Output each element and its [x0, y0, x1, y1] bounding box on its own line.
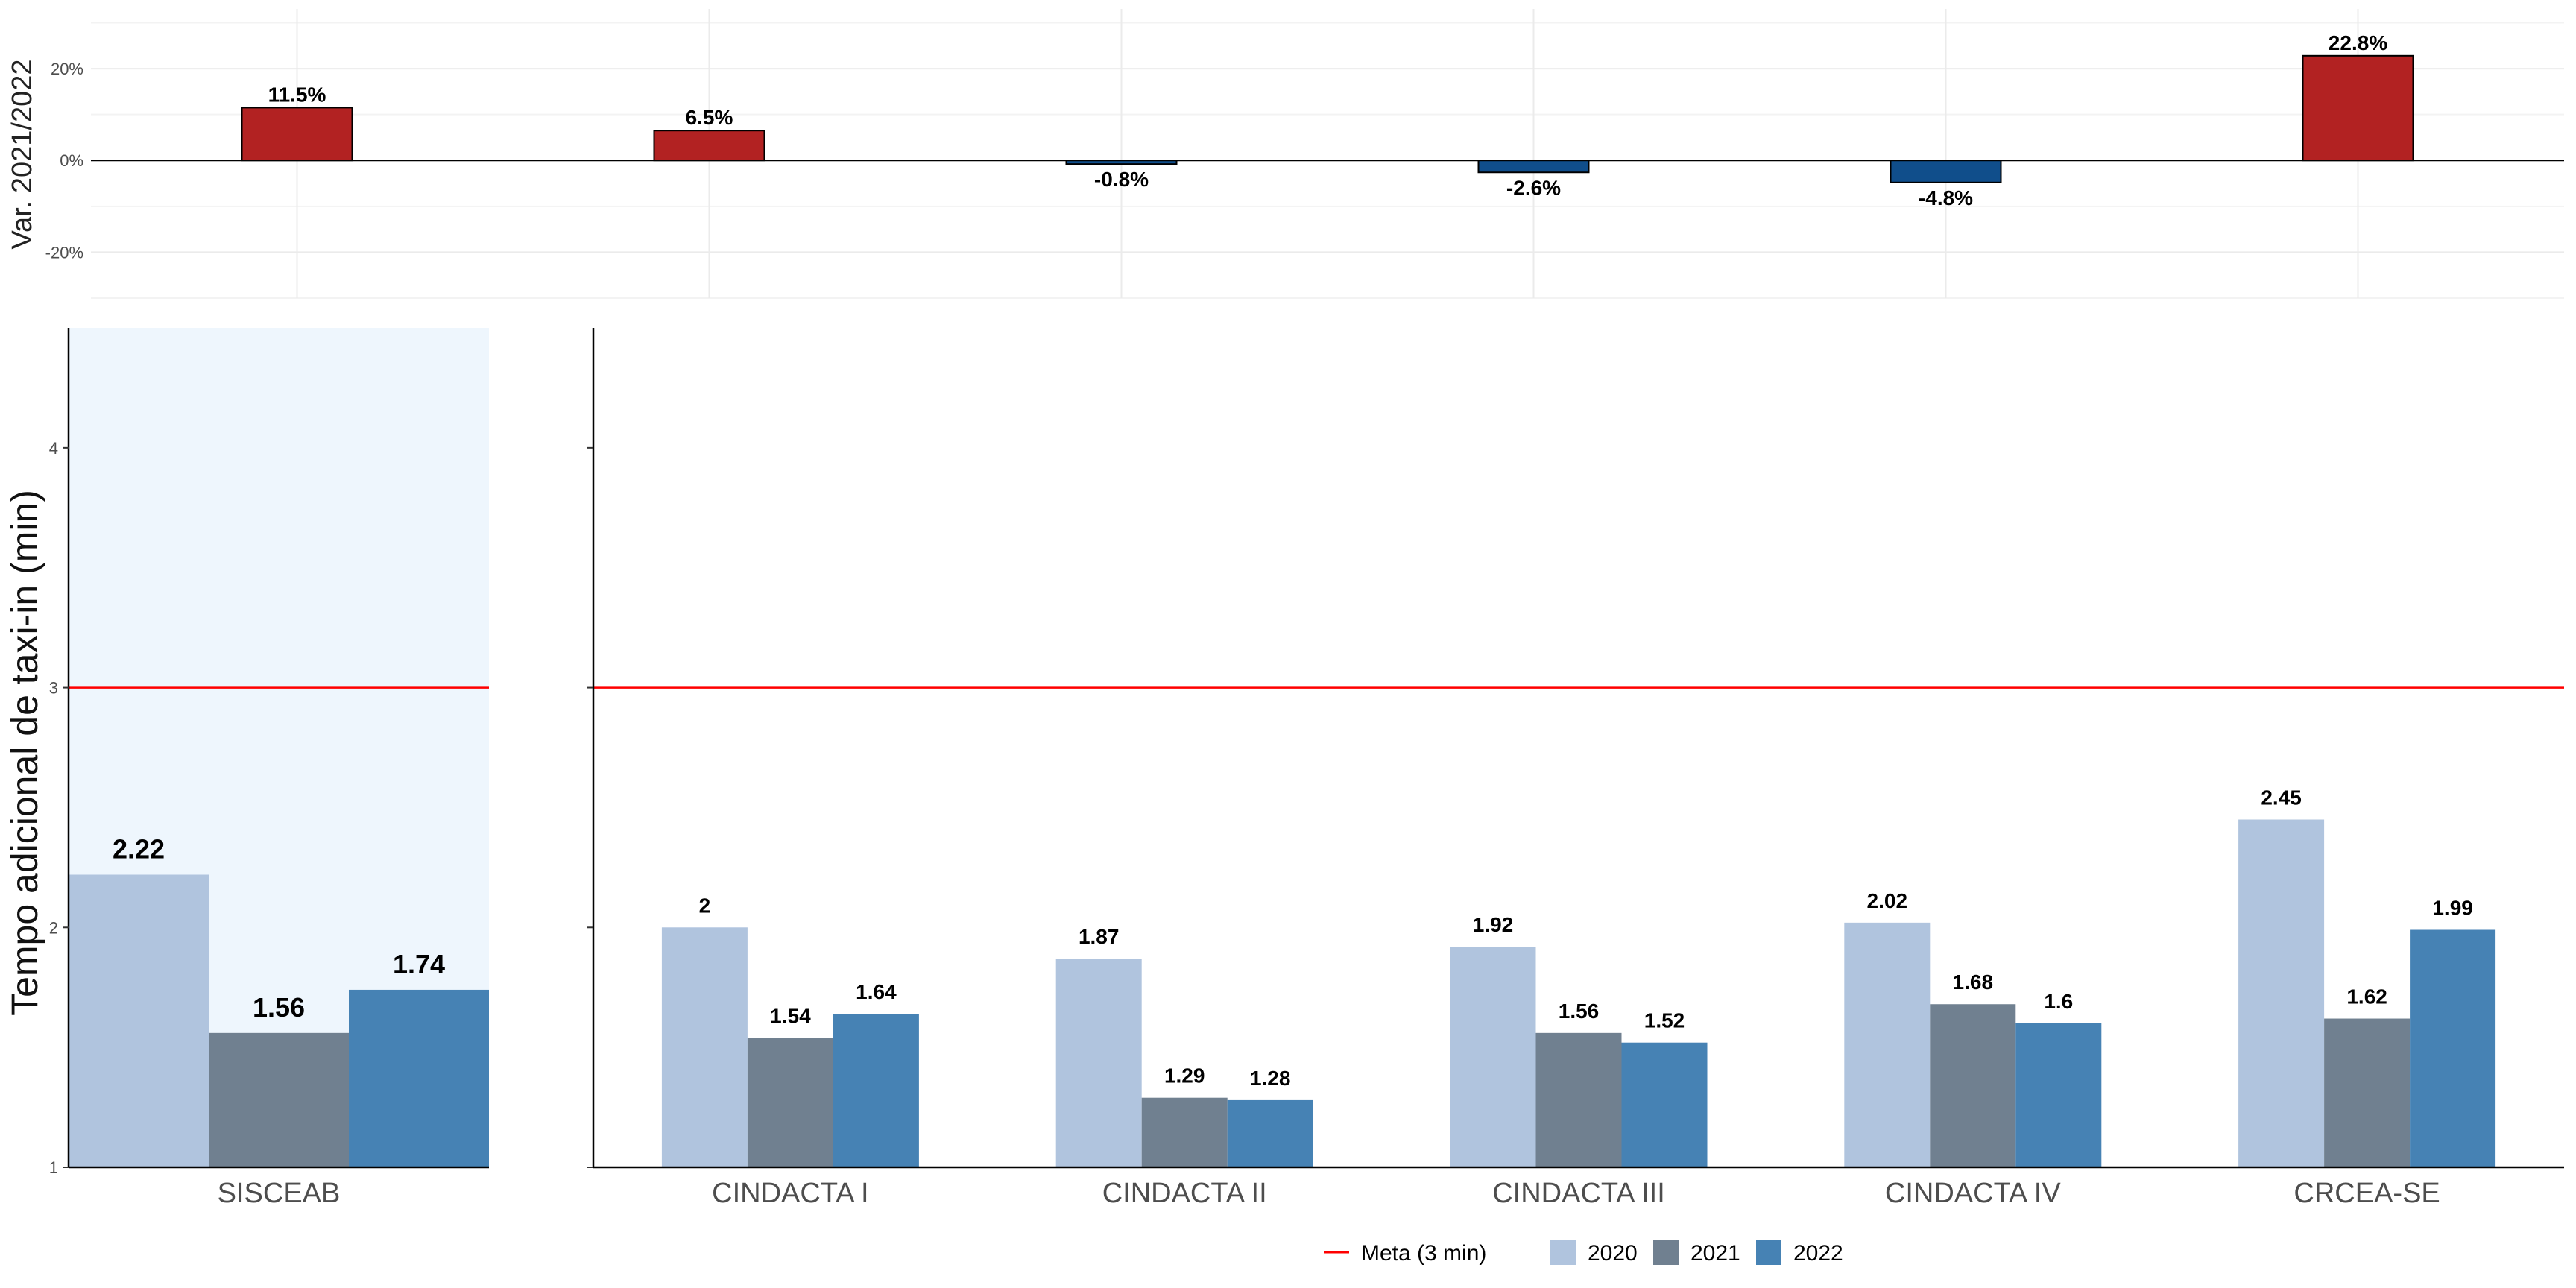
data-label-cindacta-i-2022: 1.64: [856, 980, 897, 1003]
bar-cindacta-ii-2020: [1055, 959, 1142, 1167]
data-label-crcea-se-2022: 1.99: [2432, 897, 2473, 920]
bar-cindacta-i-2021: [747, 1038, 833, 1167]
x-tick-label: CINDACTA III: [1492, 1178, 1665, 1209]
bar-sisceab-2022: [349, 989, 489, 1167]
data-label-sisceab-2022: 1.74: [393, 949, 445, 979]
taxi-in-panel: 2.22 1.56 1.74 SISCEAB 1 2 3 4 2 1.54 1.64 CINDACTA…: [49, 328, 2564, 1209]
x-tick-label: CINDACTA II: [1102, 1178, 1267, 1209]
bottom-y-axis-label: Tempo adicional de taxi-in (min): [4, 490, 45, 1016]
data-label-cindacta-iii-2020: 1.92: [1473, 913, 1514, 936]
data-label-cindacta-ii-2020: 1.87: [1079, 925, 1120, 948]
data-label-cindacta-i-2021: 1.54: [770, 1004, 811, 1027]
data-label-crcea-se-2021: 1.62: [2346, 985, 2387, 1008]
data-label-cindacta-iii-2021: 1.56: [1559, 1000, 1600, 1023]
bar-cindacta-ii-2021: [1141, 1097, 1228, 1167]
legend-key-2021: [1653, 1240, 1679, 1265]
data-label-crcea-se: 22.8%: [2329, 31, 2387, 54]
legend-label-meta: Meta (3 min): [1361, 1241, 1486, 1266]
bar-cindacta-iii-2021: [1535, 1032, 1622, 1167]
bar-sisceab-2021: [209, 1032, 349, 1167]
bar-cindacta-iv-2022: [2015, 1023, 2102, 1167]
bar-cindacta-ii: [1065, 160, 1178, 165]
y-tick-label: -20%: [45, 243, 83, 262]
data-label-cindacta-ii-2022: 1.28: [1250, 1067, 1291, 1090]
bar-cindacta-iv-2020: [1844, 922, 1931, 1167]
data-label-cindacta-i: 6.5%: [686, 106, 733, 129]
bar-cindacta-iii-2020: [1450, 947, 1536, 1167]
panel-sisceab: 2.22 1.56 1.74 SISCEAB 1 2 3 4: [49, 328, 489, 1209]
x-tick-label: CINDACTA IV: [1885, 1178, 2061, 1209]
bar-sisceab-2020: [69, 874, 209, 1167]
legend-label-2021: 2021: [1690, 1241, 1740, 1266]
data-label-cindacta-iv-2022: 1.6: [2044, 990, 2073, 1013]
data-label-cindacta-ii: -0.8%: [1094, 168, 1149, 191]
bar-cindacta-i-2020: [661, 927, 748, 1167]
y-tick-label: 0%: [60, 151, 83, 170]
data-label-cindacta-iii: -2.6%: [1506, 176, 1561, 199]
data-label-cindacta-iii-2022: 1.52: [1644, 1009, 1685, 1032]
panel-regional: 2 1.54 1.64 CINDACTA I 1.87 1.29 1.28 CINDACTA …: [587, 328, 2564, 1209]
bar-crcea-se: [2302, 54, 2414, 162]
bar-cindacta-iii-2022: [1621, 1042, 1708, 1167]
bar-crcea-se-2022: [2410, 929, 2496, 1167]
data-label-cindacta-iv-2020: 2.02: [1867, 889, 1908, 912]
data-label-crcea-se-2020: 2.45: [2261, 786, 2302, 809]
bar-cindacta-iv: [1890, 160, 2002, 183]
data-label-sisceab-2021: 1.56: [253, 992, 305, 1023]
bar-crcea-se-2020: [2238, 819, 2325, 1167]
legend: Meta (3 min) 2020 2021 2022: [1324, 1240, 1843, 1266]
variation-panel: 20% 0% -20% 11.5% 6.5% -0.8% -2.6% -4.8% 22.8%: [45, 9, 2564, 299]
data-label-sisceab-2020: 2.22: [113, 834, 165, 865]
bar-cindacta-ii-2022: [1227, 1099, 1313, 1167]
x-tick-label: SISCEAB: [218, 1178, 341, 1209]
y-tick-label: 1: [49, 1158, 58, 1177]
top-y-axis-label: Var. 2021/2022: [7, 60, 38, 250]
bar-cindacta-iv-2021: [1930, 1004, 2016, 1167]
legend-label-2022: 2022: [1793, 1241, 1843, 1266]
data-label-cindacta-iv-2021: 1.68: [1953, 970, 1994, 994]
legend-key-2020: [1550, 1240, 1576, 1265]
data-label-sisceab: 11.5%: [268, 83, 326, 106]
legend-key-2022: [1756, 1240, 1781, 1265]
bar-cindacta-i: [653, 130, 765, 162]
bar-cindacta-i-2022: [833, 1014, 919, 1167]
x-tick-label: CINDACTA I: [712, 1178, 868, 1209]
x-tick-label: CRCEA-SE: [2294, 1178, 2440, 1209]
data-label-cindacta-iv: -4.8%: [1919, 186, 1973, 209]
y-tick-label: 20%: [51, 60, 83, 78]
legend-label-2020: 2020: [1588, 1241, 1638, 1266]
y-tick-label: 4: [49, 439, 58, 458]
data-label-cindacta-i-2020: 2: [699, 894, 711, 917]
bar-sisceab: [241, 107, 353, 162]
data-label-cindacta-ii-2021: 1.29: [1164, 1064, 1205, 1087]
bar-crcea-se-2021: [2324, 1018, 2411, 1167]
y-tick-label: 2: [49, 918, 58, 937]
bar-cindacta-iii: [1477, 160, 1590, 174]
y-tick-label: 3: [49, 679, 58, 698]
